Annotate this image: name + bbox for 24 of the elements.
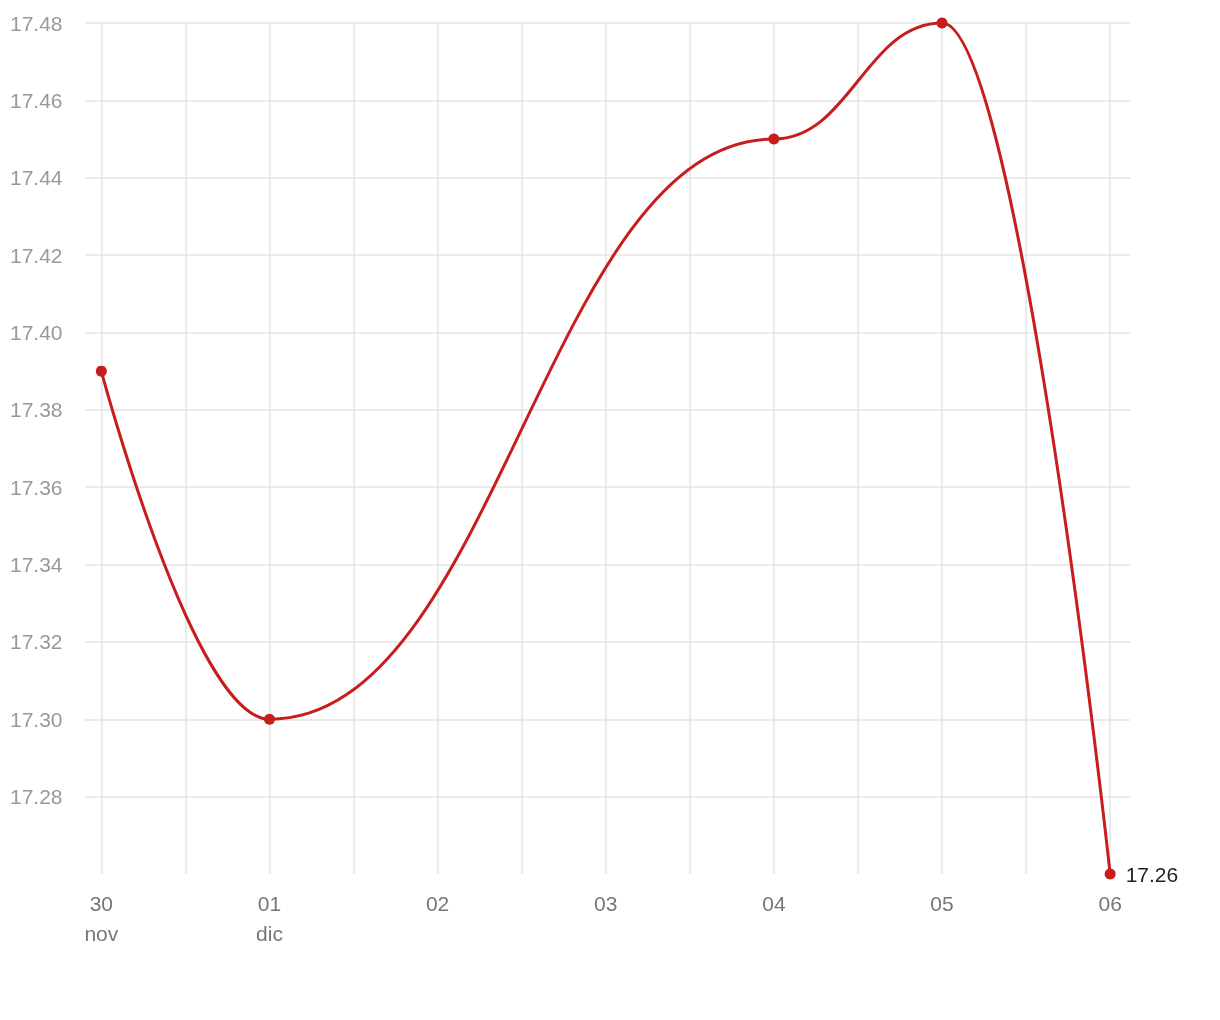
point	[936, 17, 948, 29]
x-tick-label: 03	[594, 891, 618, 915]
x-tick-label: 06	[1098, 891, 1122, 915]
point	[1104, 868, 1116, 880]
x-tick-label: 30 nov	[84, 891, 119, 945]
y-tick-label: 17.28	[10, 785, 63, 809]
y-tick-label: 17.34	[10, 553, 63, 577]
y-tick-label: 17.40	[10, 320, 63, 344]
point	[95, 365, 107, 377]
point	[768, 133, 780, 145]
x-tick-label: 02	[425, 891, 450, 915]
y-tick-label: 17.38	[10, 398, 63, 422]
y-tick-label: 17.48	[10, 11, 63, 35]
x-tick-label: 05	[930, 891, 954, 915]
data-label: 17.26	[1125, 862, 1179, 886]
x-tick-label: 04	[762, 891, 786, 915]
y-tick-label: 17.30	[10, 707, 63, 731]
point	[263, 713, 275, 725]
y-tick-label: 17.42	[10, 243, 63, 267]
y-tick-label: 17.36	[10, 475, 63, 499]
y-tick-label: 17.32	[10, 630, 63, 654]
y-tick-label: 17.44	[10, 166, 63, 190]
x-tick-label: 01 dic	[256, 891, 283, 945]
y-tick-label: 17.46	[10, 88, 63, 112]
